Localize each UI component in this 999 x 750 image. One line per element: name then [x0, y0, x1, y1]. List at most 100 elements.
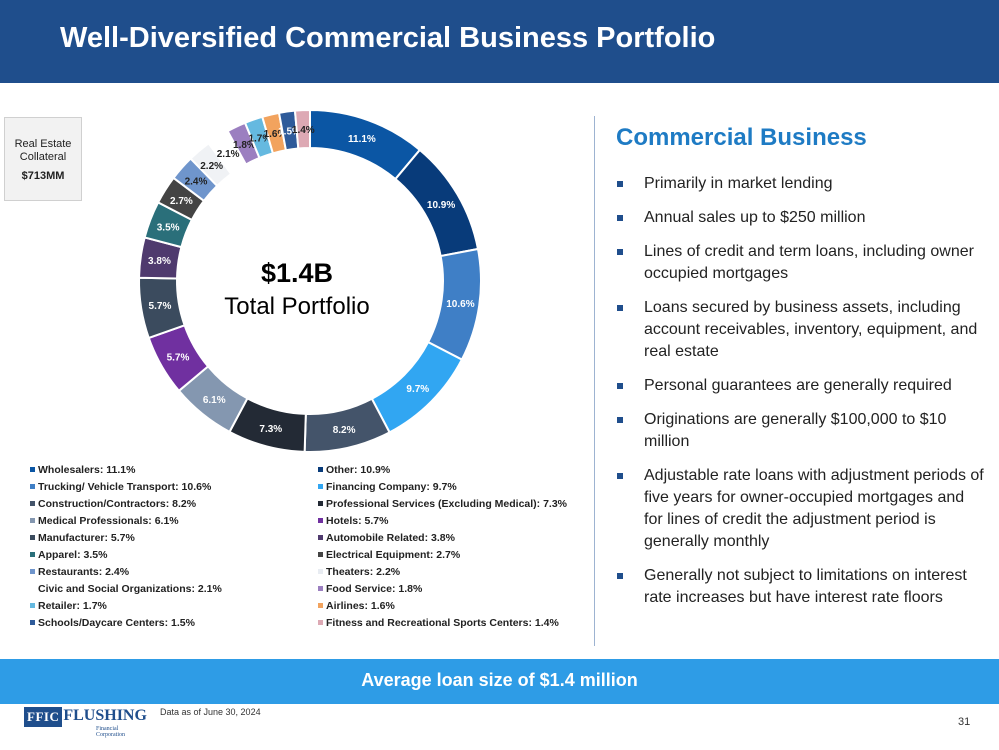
slice-label: 1.5% — [278, 126, 301, 137]
bullet-text: Originations are generally $100,000 to $… — [644, 411, 947, 450]
legend-item: Financing Company: 9.7% — [318, 480, 457, 494]
slice-label: 5.7% — [167, 352, 190, 363]
bullet-text: Loans secured by business assets, includ… — [644, 299, 978, 360]
bullet-list: Primarily in market lending Annual sales … — [616, 173, 986, 621]
legend-label: Trucking/ Vehicle Transport: 10.6% — [38, 481, 212, 493]
legend-label: Food Service: 1.8% — [326, 583, 423, 595]
bullet-marker — [617, 573, 623, 579]
donut-center-label: Total Portfolio — [224, 293, 370, 320]
slice-label: 1.6% — [264, 129, 287, 140]
legend-item: Construction/Contractors: 8.2% — [30, 497, 196, 511]
logo-subtitle: Financial Corporation — [96, 726, 125, 738]
legend-label: Automobile Related: 3.8% — [326, 532, 455, 544]
legend-label: Schools/Daycare Centers: 1.5% — [38, 617, 195, 629]
legend-swatch — [318, 500, 323, 506]
bullet-item: Primarily in market lending — [616, 173, 986, 195]
legend-swatch — [318, 466, 323, 472]
legend-item: Other: 10.9% — [318, 463, 390, 477]
legend-swatch — [30, 466, 35, 472]
donut-chart: 11.1% 10.9% 10.6% 9.7% 8.2% 7.3% 6.1% 5.7% 5.7% 3… — [138, 108, 482, 453]
legend-item: Professional Services (Excluding Medical… — [318, 497, 567, 511]
legend-label: Wholesalers: 11.1% — [38, 464, 136, 476]
legend-item: Civic and Social Organizations: 2.1% — [30, 582, 222, 596]
legend-label: Electrical Equipment: 2.7% — [326, 549, 461, 561]
company-logo: FFIC FLUSHING Financial Corporation — [24, 707, 147, 738]
bullet-text: Annual sales up to $250 million — [644, 209, 866, 226]
legend-item: Hotels: 5.7% — [318, 514, 388, 528]
bullet-marker — [617, 181, 623, 187]
bullet-marker — [617, 383, 623, 389]
bullet-text: Generally not subject to limitations on … — [644, 567, 967, 606]
legend-swatch — [318, 602, 323, 608]
banner-text: Average loan size of $1.4 million — [361, 670, 638, 690]
legend-swatch — [318, 568, 323, 574]
slice-label: 11.1% — [348, 134, 376, 145]
legend-item: Food Service: 1.8% — [318, 582, 422, 596]
slice-label: 10.9% — [427, 200, 455, 211]
legend-swatch — [30, 585, 35, 591]
legend-label: Fitness and Recreational Sports Centers:… — [326, 617, 559, 629]
collateral-box: Real Estate Collateral $713MM — [4, 117, 82, 201]
legend-swatch — [318, 585, 323, 591]
legend-item: Apparel: 3.5% — [30, 548, 107, 562]
slice-label: 9.7% — [406, 384, 429, 395]
legend-label: Hotels: 5.7% — [326, 515, 389, 527]
legend-item: Medical Professionals: 6.1% — [30, 514, 179, 528]
legend-item: Retailer: 1.7% — [30, 599, 107, 613]
slice-label: 2.4% — [185, 176, 208, 187]
bullet-text: Primarily in market lending — [644, 175, 833, 192]
donut-slice — [293, 108, 311, 150]
slice-label: 2.2% — [200, 161, 223, 172]
slice-label: 7.3% — [259, 424, 282, 435]
legend-label: Other: 10.9% — [326, 464, 391, 476]
panel-title: Commercial Business — [616, 124, 867, 151]
legend-item: Schools/Daycare Centers: 1.5% — [30, 616, 195, 630]
legend-label: Apparel: 3.5% — [38, 549, 108, 561]
legend-item: Manufacturer: 5.7% — [30, 531, 135, 545]
legend-swatch — [30, 483, 35, 489]
legend-swatch — [30, 517, 35, 523]
legend-label: Theaters: 2.2% — [326, 566, 401, 578]
slice-label: 1.4% — [292, 125, 315, 136]
bullet-item: Lines of credit and term loans, includin… — [616, 241, 986, 285]
legend-item: Electrical Equipment: 2.7% — [318, 548, 460, 562]
legend-item: Restaurants: 2.4% — [30, 565, 129, 579]
legend-swatch — [318, 517, 323, 523]
page-title: Well-Diversified Commercial Business Por… — [60, 22, 716, 54]
slice-label: 2.7% — [170, 196, 193, 207]
legend-swatch — [30, 534, 35, 540]
bullet-marker — [617, 417, 623, 423]
bullet-item: Loans secured by business assets, includ… — [616, 297, 986, 363]
as-of-date: Data as of June 30, 2024 — [160, 707, 261, 717]
bullet-item: Annual sales up to $250 million — [616, 207, 986, 229]
legend-item: Airlines: 1.6% — [318, 599, 395, 613]
collateral-value: $713MM — [21, 170, 65, 182]
slice-label: 8.2% — [333, 425, 356, 436]
legend-label: Restaurants: 2.4% — [38, 566, 130, 578]
slice-label: 3.5% — [157, 222, 180, 233]
bullet-item: Adjustable rate loans with adjustment pe… — [616, 465, 986, 553]
bullet-item: Generally not subject to limitations on … — [616, 565, 986, 609]
slice-label: 3.8% — [148, 256, 171, 267]
donut-center-value: $1.4B — [260, 258, 334, 288]
legend-swatch — [30, 568, 35, 574]
bullet-item: Personal guarantees are generally requir… — [616, 375, 986, 397]
legend-label: Construction/Contractors: 8.2% — [38, 498, 197, 510]
legend-item: Wholesalers: 11.1% — [30, 463, 135, 477]
collateral-label: Real Estate Collateral — [14, 138, 72, 163]
header-bar: Well-Diversified Commercial Business Por… — [0, 0, 999, 83]
legend-swatch — [30, 602, 35, 608]
page-number: 31 — [958, 716, 971, 728]
slice-label: 2.1% — [217, 149, 240, 160]
legend-swatch — [318, 534, 323, 540]
legend-item: Trucking/ Vehicle Transport: 10.6% — [30, 480, 211, 494]
legend-label: Professional Services (Excluding Medical… — [326, 498, 568, 510]
panel-divider — [594, 116, 595, 646]
legend-item: Theaters: 2.2% — [318, 565, 400, 579]
legend-swatch — [318, 551, 323, 557]
bullet-text: Adjustable rate loans with adjustment pe… — [644, 467, 984, 550]
summary-banner: Average loan size of $1.4 million — [0, 659, 999, 704]
slice-label: 5.7% — [149, 301, 172, 312]
bullet-text: Lines of credit and term loans, includin… — [644, 243, 974, 282]
bullet-text: Personal guarantees are generally requir… — [644, 377, 952, 394]
